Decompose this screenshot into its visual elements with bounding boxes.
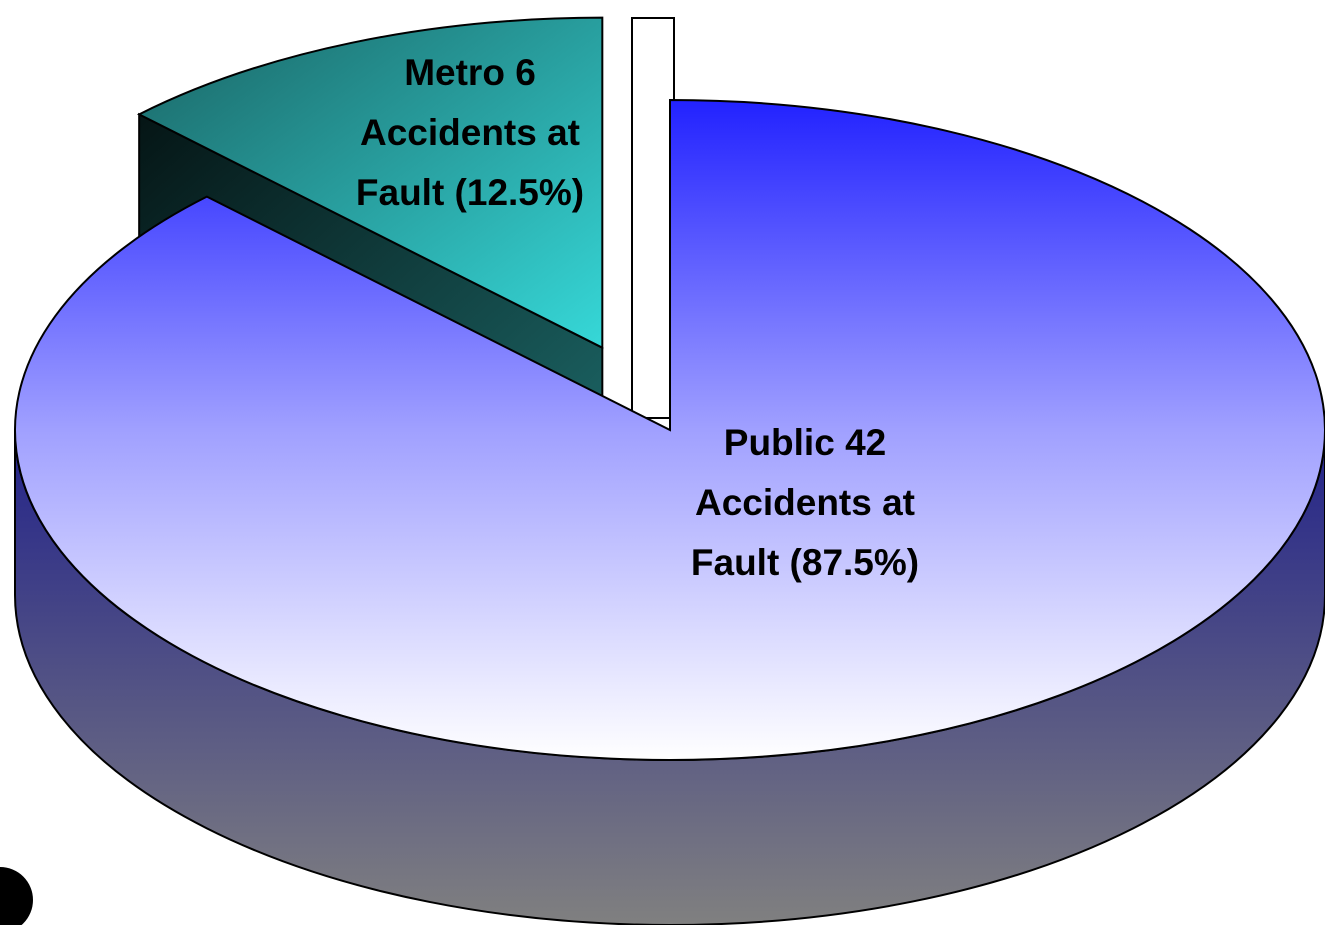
- corner-blob: [0, 867, 33, 925]
- data-label: Accidents at: [360, 112, 580, 153]
- data-label: Metro 6: [404, 52, 536, 93]
- data-label: Public 42: [724, 422, 886, 463]
- data-label: Fault (12.5%): [356, 172, 584, 213]
- slice: [136, 16, 604, 350]
- data-label: Accidents at: [695, 482, 915, 523]
- data-label: Fault (87.5%): [691, 542, 919, 583]
- slice: [14, 98, 1325, 761]
- slice-edge: [631, 17, 675, 419]
